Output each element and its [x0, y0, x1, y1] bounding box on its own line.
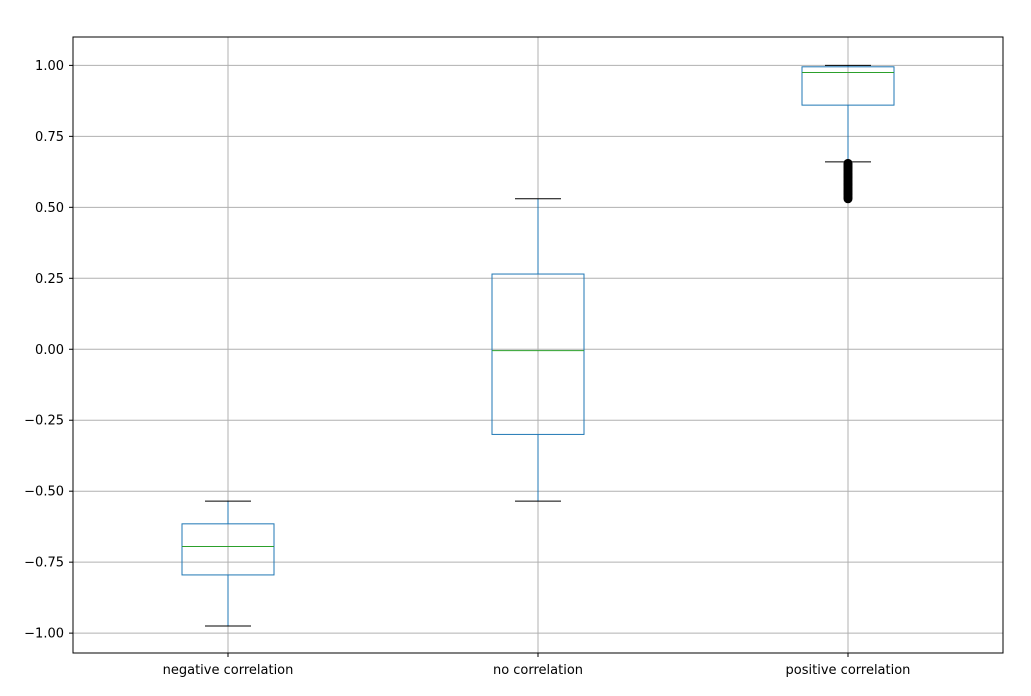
box-group: [181, 500, 275, 627]
x-tick-label: no correlation: [493, 663, 583, 678]
grid-lines: [73, 37, 1003, 653]
box-iqr: [491, 273, 585, 435]
box-group: [491, 198, 585, 502]
y-tick-label: −0.25: [24, 414, 64, 429]
x-tick-label: positive correlation: [786, 663, 911, 678]
ticks: −1.00 −0.75 −0.50 −0.25 0.00 0.25 0.50 0.75 1.00…: [24, 59, 910, 678]
y-tick-label: 1.00: [35, 59, 64, 74]
y-tick-label: −0.75: [24, 556, 64, 571]
box-iqr: [801, 66, 895, 106]
y-tick-label: −0.50: [24, 485, 64, 500]
outlier-point: [843, 194, 853, 204]
y-tick-label: −1.00: [24, 627, 64, 642]
x-tick-label: negative correlation: [163, 663, 294, 678]
boxes: [181, 64, 895, 627]
box-iqr: [181, 523, 275, 576]
box-group: [801, 64, 895, 204]
y-tick-label: 0.25: [35, 272, 64, 287]
y-tick-label: 0.50: [35, 201, 64, 216]
y-tick-label: 0.00: [35, 343, 64, 358]
y-tick-label: 0.75: [35, 130, 64, 145]
